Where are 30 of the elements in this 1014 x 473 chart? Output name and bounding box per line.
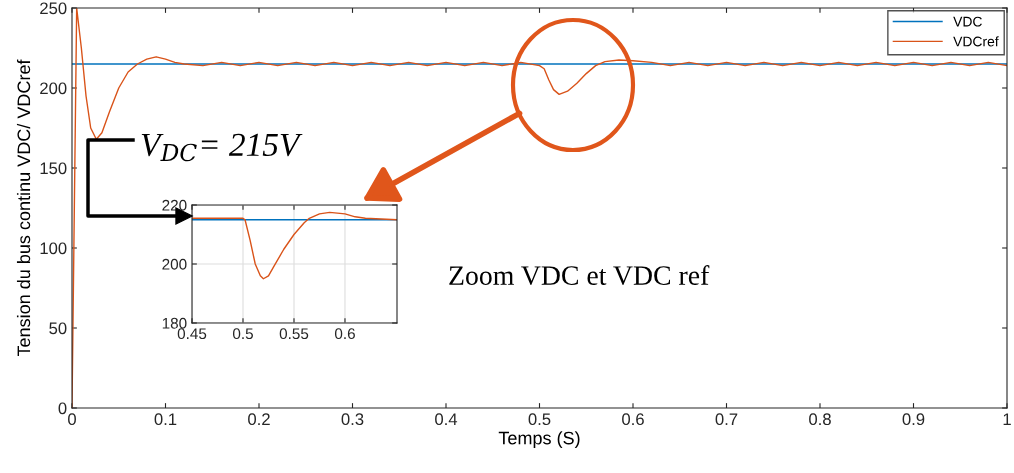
- x-tick-label: 0.45: [177, 328, 207, 340]
- x-tick-label: 0.5: [528, 413, 551, 426]
- y-tick-label: 200: [40, 82, 67, 95]
- x-tick-label: 0.5: [232, 328, 253, 340]
- y-tick-label: 200: [162, 258, 187, 270]
- x-tick-label: 0.1: [154, 413, 177, 426]
- x-tick-label: 1: [1003, 413, 1011, 425]
- y-tick-label: 100: [40, 242, 67, 255]
- legend-label: VDCref: [953, 36, 999, 47]
- y-tick-label: 180: [162, 317, 187, 329]
- x-tick-label: 0.3: [341, 413, 364, 426]
- x-tick-label: 0.55: [279, 328, 309, 340]
- x-tick-label: 0.9: [902, 413, 925, 426]
- y-tick-label: 250: [40, 2, 67, 15]
- annotation: Zoom VDC et VDC ref: [449, 265, 710, 286]
- x-axis-title: Temps (S): [498, 431, 580, 449]
- annotation: V$_{DC}$= 215V: [141, 133, 303, 162]
- x-tick-label: 0.2: [248, 413, 270, 426]
- x-tick-label: 0.4: [435, 413, 458, 426]
- y-tick-label: 50: [49, 322, 67, 335]
- y-axis-title: Tension du bus continu VDC/ VDCref: [16, 59, 31, 357]
- y-tick-label: 150: [40, 162, 67, 175]
- x-tick-label: 0: [68, 413, 76, 426]
- x-tick-label: 0.7: [715, 413, 738, 426]
- x-tick-label: 0.6: [622, 413, 644, 426]
- y-tick-label: 0: [58, 402, 67, 415]
- legend-label: VDC: [953, 16, 982, 27]
- x-tick-label: 0.8: [809, 413, 831, 426]
- y-tick-label: 220: [162, 199, 187, 211]
- x-tick-label: 0.6: [334, 328, 355, 340]
